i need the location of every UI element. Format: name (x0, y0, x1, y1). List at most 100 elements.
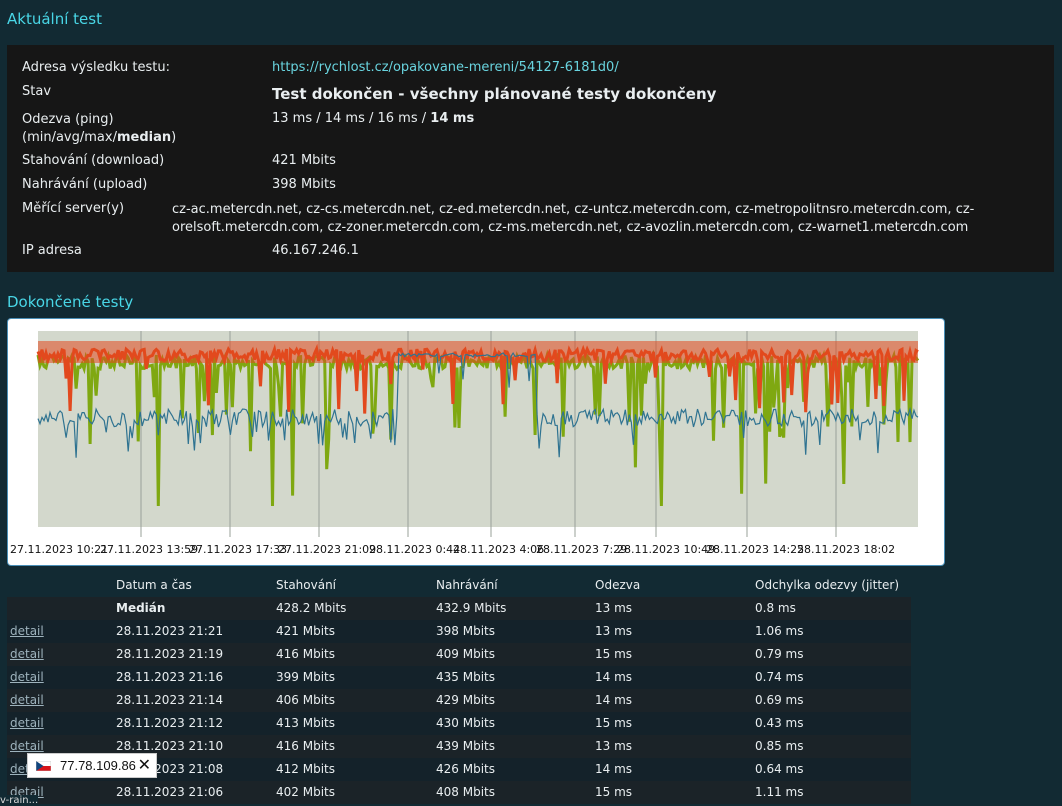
ping-series (37, 351, 919, 458)
row-datetime: 28.11.2023 21:10 (116, 739, 224, 753)
status-bar: v-rain... (0, 795, 39, 806)
row-datetime: 28.11.2023 21:14 (116, 693, 224, 707)
status-value: Test dokončen - všechny plánované testy … (272, 85, 717, 103)
detail-link[interactable]: detail (10, 739, 44, 753)
col-ping: Odezva (595, 578, 641, 592)
row-upload: 409 Mbits (436, 647, 495, 661)
row-ping: 14 ms (595, 670, 633, 684)
median-download: 428.2 Mbits (276, 601, 347, 615)
row-ping: 15 ms (595, 647, 633, 661)
x-tick-label: 28.11.2023 7:29 (536, 543, 628, 556)
x-tick-label: 28.11.2023 10:49 (617, 543, 716, 556)
history-chart-svg (36, 331, 920, 537)
x-tick-label: 27.11.2023 10:21 (10, 543, 109, 556)
table-row: detail 28.11.2023 21:21 421 Mbits 398 Mbits… (7, 620, 911, 643)
x-tick-label: 28.11.2023 14:25 (706, 543, 805, 556)
row-jitter: 0.69 ms (755, 693, 804, 707)
table-row: detail 28.11.2023 21:12 413 Mbits 430 Mbits… (7, 712, 911, 735)
detail-cell: detail (10, 647, 44, 661)
row-download: 412 Mbits (276, 762, 335, 776)
row-datetime: 28.11.2023 21:19 (116, 647, 224, 661)
row-upload: 435 Mbits (436, 670, 495, 684)
row-jitter: 0.43 ms (755, 716, 804, 730)
ping-value: 13 ms / 14 ms / 16 ms / 14 ms (272, 111, 475, 126)
detail-cell: detail (10, 693, 44, 707)
x-tick-label: 27.11.2023 17:33 (189, 543, 288, 556)
row-jitter: 1.11 ms (755, 785, 804, 799)
row-download: 416 Mbits (276, 739, 335, 753)
row-upload: 398 Mbits (436, 624, 495, 638)
col-download: Stahování (276, 578, 337, 592)
current-test-title: Aktuální test (7, 10, 102, 28)
row-ping: 14 ms (595, 693, 633, 707)
table-row: detail 28.11.2023 21:14 406 Mbits 429 Mbits… (7, 689, 911, 712)
table-row: detail 28.11.2023 21:10 416 Mbits 439 Mbits… (7, 735, 911, 758)
row-upload: 430 Mbits (436, 716, 495, 730)
row-jitter: 0.64 ms (755, 762, 804, 776)
table-row: detail 28.11.2023 21:16 399 Mbits 435 Mbits… (7, 666, 911, 689)
row-datetime: 28.11.2023 21:16 (116, 670, 224, 684)
table-row: detail 28.11.2023 21:19 416 Mbits 409 Mbits… (7, 643, 911, 666)
completed-tests-title: Dokončené testy (7, 293, 134, 311)
median-ping: 13 ms (595, 601, 633, 615)
median-jitter: 0.8 ms (755, 601, 796, 615)
row-jitter: 0.79 ms (755, 647, 804, 661)
current-test-panel: Adresa výsledku testu: https://rychlost.… (7, 45, 1054, 272)
x-tick-label: 28.11.2023 0:44 (369, 543, 461, 556)
row-jitter: 1.06 ms (755, 624, 804, 638)
servers-value: cz-ac.metercdn.net, cz-cs.metercdn.net, … (172, 202, 975, 235)
x-tick-label: 27.11.2023 21:09 (278, 543, 377, 556)
ping-label: Odezva (ping) (min/avg/max/median) (22, 112, 177, 145)
col-datetime: Datum a čas (116, 578, 192, 592)
row-upload: 408 Mbits (436, 785, 495, 799)
download-value: 421 Mbits (272, 153, 336, 168)
col-upload: Nahrávání (436, 578, 498, 592)
x-tick-label: 28.11.2023 18:02 (797, 543, 896, 556)
row-ping: 13 ms (595, 624, 633, 638)
detail-link[interactable]: detail (10, 624, 44, 638)
result-address-link[interactable]: https://rychlost.cz/opakovane-mereni/541… (272, 60, 619, 75)
status-label: Stav (22, 84, 52, 99)
upload-value: 398 Mbits (272, 177, 336, 192)
upload-label: Nahrávání (upload) (22, 177, 148, 192)
popup-ip-text: 77.78.109.86 (60, 758, 136, 773)
detail-link[interactable]: detail (10, 693, 44, 707)
detail-cell: detail (10, 670, 44, 684)
row-upload: 429 Mbits (436, 693, 495, 707)
row-download: 406 Mbits (276, 693, 335, 707)
row-download: 402 Mbits (276, 785, 335, 799)
median-label: Medián (116, 601, 166, 615)
detail-cell: detail (10, 739, 44, 753)
median-row: Medián 428.2 Mbits 432.9 Mbits 13 ms 0.8… (7, 597, 911, 620)
czech-flag-icon (36, 761, 51, 771)
history-chart: 27.11.2023 10:21 27.11.2023 13:59 27.11.20… (7, 318, 945, 566)
close-icon[interactable]: ✕ (137, 757, 151, 774)
ip-popup: 77.78.109.86 ✕ (27, 753, 157, 778)
row-ping: 13 ms (595, 739, 633, 753)
row-datetime: 28.11.2023 21:06 (116, 785, 224, 799)
detail-link[interactable]: detail (10, 670, 44, 684)
table-header: Datum a čas Stahování Nahrávání Odezva O… (7, 574, 911, 597)
detail-link[interactable]: detail (10, 716, 44, 730)
row-datetime: 28.11.2023 21:21 (116, 624, 224, 638)
ip-value: 46.167.246.1 (272, 243, 359, 258)
row-download: 399 Mbits (276, 670, 335, 684)
row-datetime: 28.11.2023 21:12 (116, 716, 224, 730)
detail-cell: detail (10, 716, 44, 730)
servers-label: Měřící server(y) (22, 201, 125, 216)
row-ping: 15 ms (595, 785, 633, 799)
row-download: 421 Mbits (276, 624, 335, 638)
row-download: 413 Mbits (276, 716, 335, 730)
row-ping: 14 ms (595, 762, 633, 776)
x-tick-label: 27.11.2023 13:59 (100, 543, 199, 556)
row-upload: 439 Mbits (436, 739, 495, 753)
median-upload: 432.9 Mbits (436, 601, 507, 615)
row-download: 416 Mbits (276, 647, 335, 661)
row-jitter: 0.74 ms (755, 670, 804, 684)
x-tick-label: 28.11.2023 4:06 (453, 543, 545, 556)
detail-link[interactable]: detail (10, 647, 44, 661)
upload-band (38, 341, 918, 363)
row-upload: 426 Mbits (436, 762, 495, 776)
row-ping: 15 ms (595, 716, 633, 730)
